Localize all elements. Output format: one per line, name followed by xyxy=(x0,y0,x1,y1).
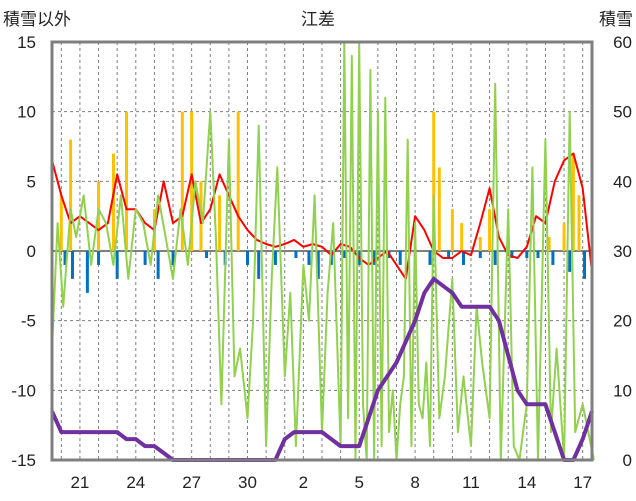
left-tick-label: -10 xyxy=(11,381,36,400)
left-tick-label: -5 xyxy=(21,312,36,331)
bar xyxy=(59,195,63,251)
bar xyxy=(460,223,464,251)
bar xyxy=(447,251,451,258)
x-tick-labels: 21 24 27 30 2 5 8 11 14 17 xyxy=(70,473,592,492)
bar xyxy=(190,111,194,252)
x-tick-label: 2 xyxy=(299,473,308,492)
bar xyxy=(97,251,101,265)
bar xyxy=(525,251,529,258)
bar xyxy=(493,251,497,265)
series-line xyxy=(51,152,593,280)
bar xyxy=(205,251,209,258)
bar xyxy=(583,251,587,279)
plot-frame xyxy=(50,40,594,462)
bar xyxy=(218,195,222,251)
bar xyxy=(432,111,436,252)
right-tick-label: 50 xyxy=(613,103,632,122)
left-tick-label: 5 xyxy=(27,172,36,191)
bar xyxy=(257,251,261,279)
x-tick-label: 14 xyxy=(517,473,536,492)
bar xyxy=(551,251,555,265)
left-tick-labels: 15 10 5 0 -5 -10 -15 xyxy=(11,33,36,470)
bar xyxy=(115,251,119,279)
bar xyxy=(294,251,298,258)
x-tick-label: 24 xyxy=(126,473,145,492)
bar xyxy=(246,251,250,265)
bar xyxy=(273,251,277,265)
left-tick-label: 15 xyxy=(17,33,36,52)
right-tick-labels: 60 50 40 30 20 10 0 xyxy=(613,33,632,470)
left-tick-label: 10 xyxy=(17,103,36,122)
x-tick-label: 17 xyxy=(573,473,592,492)
right-axis-label: 積雪 xyxy=(599,10,633,30)
x-tick-label: 30 xyxy=(238,473,257,492)
bar xyxy=(236,111,240,252)
series-line xyxy=(50,276,594,462)
bar xyxy=(70,251,74,279)
bar xyxy=(143,251,147,265)
bar xyxy=(342,251,346,258)
right-tick-label: 60 xyxy=(613,33,632,52)
right-tick-label: 20 xyxy=(613,312,632,331)
x-tick-label: 8 xyxy=(410,473,419,492)
bar xyxy=(462,251,466,265)
bar xyxy=(398,251,402,265)
right-tick-label: 10 xyxy=(613,381,632,400)
bar xyxy=(568,251,572,272)
bar xyxy=(372,251,376,265)
bar xyxy=(63,251,67,265)
bar xyxy=(124,111,128,252)
right-tick-label: 0 xyxy=(623,451,632,470)
x-tick-label: 21 xyxy=(70,473,89,492)
right-tick-label: 30 xyxy=(613,242,632,261)
left-axis-label: 積雪以外 xyxy=(3,10,71,30)
left-tick-label: 0 xyxy=(27,242,36,261)
bar xyxy=(536,251,540,258)
bar xyxy=(547,237,551,251)
bar xyxy=(316,251,320,279)
x-tick-label: 5 xyxy=(355,473,364,492)
bar xyxy=(488,209,492,251)
bar xyxy=(478,237,482,251)
x-tick-label: 11 xyxy=(462,473,480,492)
bar xyxy=(428,251,432,265)
bar xyxy=(577,195,581,251)
left-tick-label: -15 xyxy=(11,451,36,470)
bar xyxy=(85,251,89,293)
bar xyxy=(69,139,73,251)
bar xyxy=(478,251,482,258)
chart-title: 江差 xyxy=(301,10,335,30)
bar xyxy=(111,153,115,251)
bar xyxy=(180,111,184,252)
bar xyxy=(307,251,311,265)
bar xyxy=(437,167,441,251)
bar xyxy=(450,209,454,251)
bar xyxy=(562,223,566,251)
bar xyxy=(156,251,160,279)
bar xyxy=(571,153,575,251)
bar xyxy=(510,251,514,258)
right-tick-label: 40 xyxy=(613,172,632,191)
bar xyxy=(171,251,175,265)
x-tick-label: 27 xyxy=(182,473,201,492)
